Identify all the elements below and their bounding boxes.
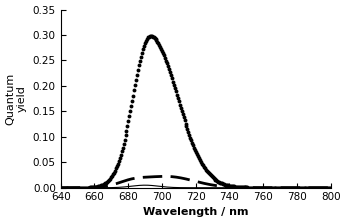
X-axis label: Wavelength / nm: Wavelength / nm <box>143 207 248 217</box>
Y-axis label: Quantum
yield: Quantum yield <box>6 72 27 125</box>
